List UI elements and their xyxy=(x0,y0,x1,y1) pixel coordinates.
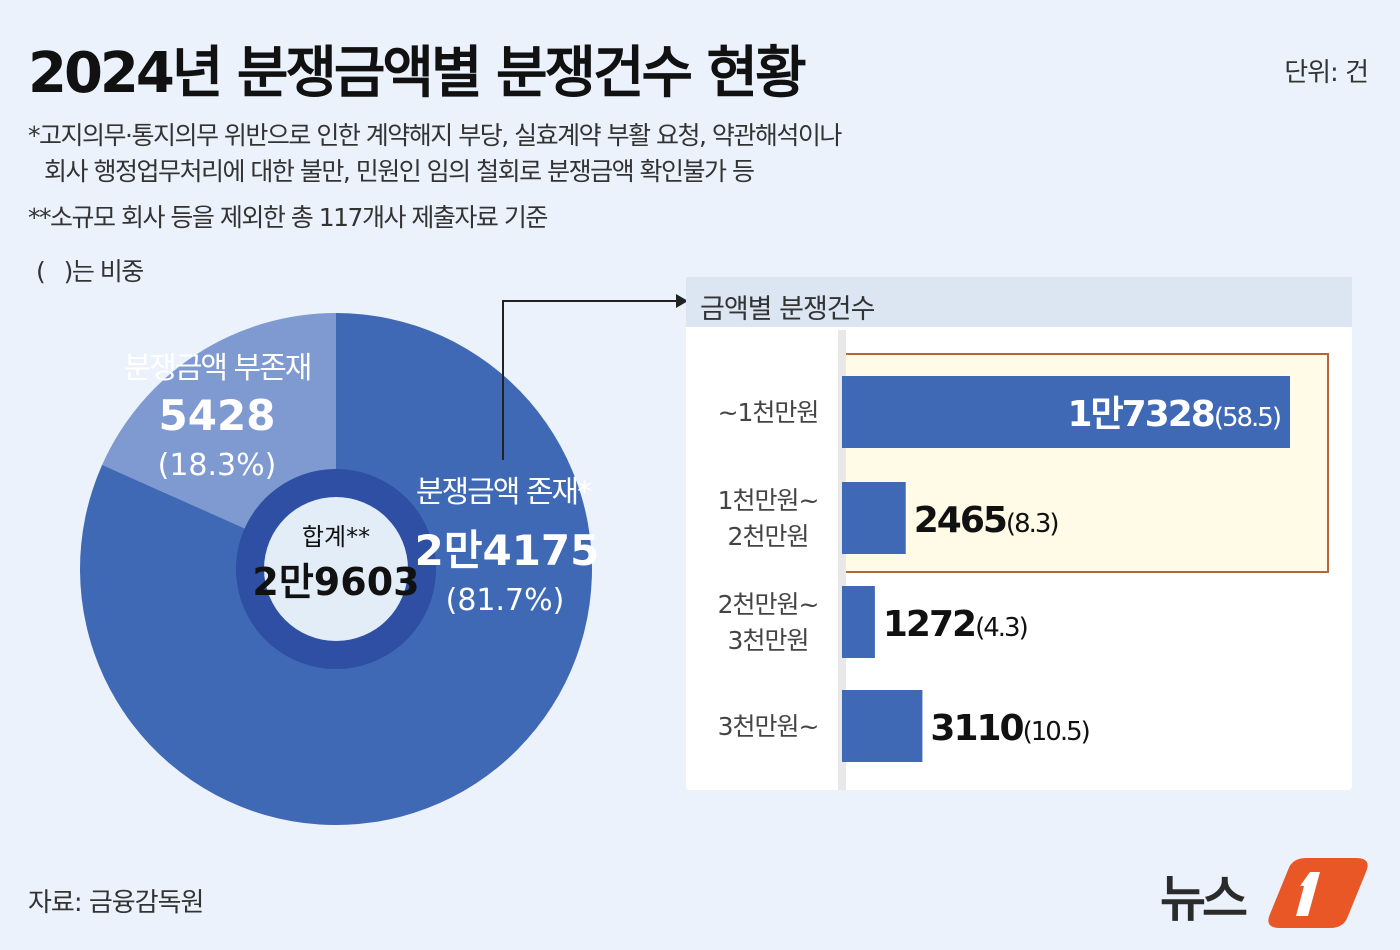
svg-text:뉴스: 뉴스 xyxy=(1160,870,1247,928)
bar xyxy=(842,586,875,658)
total-label: 합계** xyxy=(302,523,370,551)
bar xyxy=(842,690,923,762)
bar-chart-title: 금액별 분쟁건수 xyxy=(686,277,1352,327)
unit-label: 단위: 건 xyxy=(1284,58,1369,88)
category-label: 1천만원~ xyxy=(718,486,819,515)
footnote-1: *고지의무·통지의무 위반으로 인한 계약해지 부당, 실효계약 부활 요청, … xyxy=(28,121,842,150)
pie-center-hole xyxy=(264,497,408,641)
category-label: 2천만원~ xyxy=(718,590,819,619)
connector-line xyxy=(502,300,676,460)
category-label: 3천만원 xyxy=(728,626,809,655)
value-label: 1만7328(58.5) xyxy=(1067,394,1280,435)
slice-value-absent: 5428 xyxy=(159,391,276,440)
slice-pct-absent: (18.3%) xyxy=(158,448,277,483)
bar xyxy=(842,376,1290,448)
value-label: 2465(8.3) xyxy=(914,500,1058,541)
ratio-note: ( )는 비중 xyxy=(36,257,144,286)
source: 자료: 금융감독원 xyxy=(28,888,204,918)
value-label: 1272(4.3) xyxy=(883,604,1027,645)
bar-chart: ~1천만원 1만7328(58.5) 1천만원~ 2천만원 2465(8.3) 2천만원~… xyxy=(718,330,1329,790)
footnote-1b: 회사 행정업무처리에 대한 불만, 민원인 임의 철회로 분쟁금액 확인불가 등 xyxy=(44,157,755,186)
slice-label-present: 분쟁금액 존재* xyxy=(416,475,592,510)
slice-label-absent: 분쟁금액 부존재 xyxy=(124,351,311,386)
arrow-icon xyxy=(676,294,688,308)
slice-pct-present: (81.7%) xyxy=(446,583,565,618)
axis-line xyxy=(838,330,846,790)
bar xyxy=(842,482,906,554)
footnote-2: **소규모 회사 등을 제외한 총 117개사 제출자료 기준 xyxy=(28,203,548,232)
news1-logo: 뉴스 xyxy=(1160,858,1370,928)
category-label: 3천만원~ xyxy=(718,712,819,741)
total-value: 2만9603 xyxy=(252,560,419,604)
value-label: 3110(10.5) xyxy=(930,708,1088,749)
category-label: ~1천만원 xyxy=(718,398,819,427)
slice-value-present: 2만4175 xyxy=(415,526,600,575)
bar-chart-panel: 금액별 분쟁건수 ~1천만원 1만7328(58.5) 1천만원~ 2천만원 2465(… xyxy=(686,277,1352,790)
page-title: 2024년 분쟁금액별 분쟁건수 현황 xyxy=(28,41,807,106)
category-label: 2천만원 xyxy=(728,522,809,551)
